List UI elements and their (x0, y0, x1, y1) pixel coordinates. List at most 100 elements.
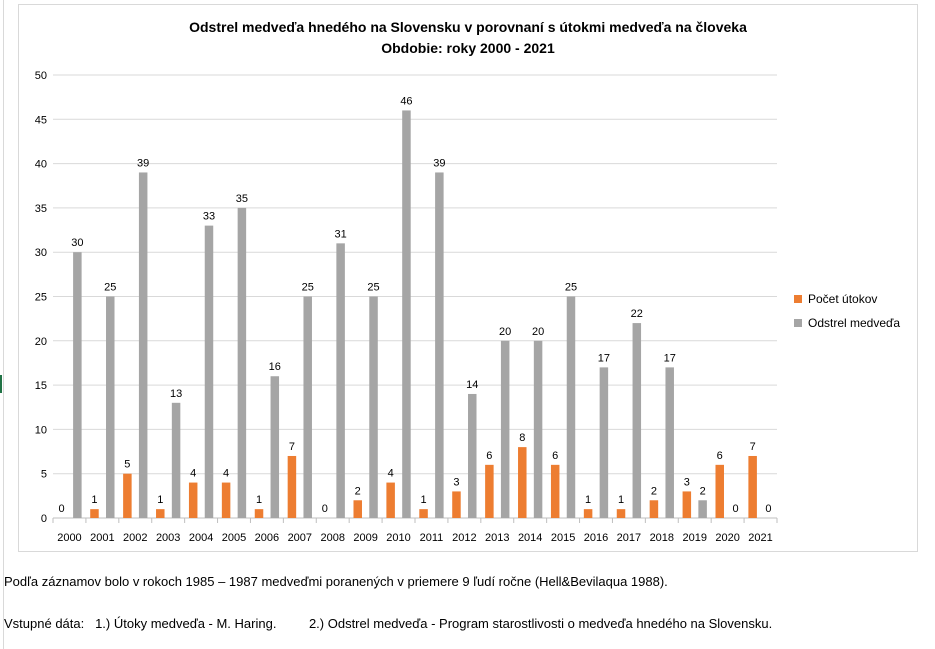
data-label: 16 (269, 361, 281, 373)
y-tick-label: 20 (35, 336, 47, 348)
x-tick-label: 2010 (386, 532, 410, 544)
x-tick-label: 2016 (584, 532, 608, 544)
input-data-note: Vstupné dáta: 1.) Útoky medveďa - M. Har… (4, 616, 773, 631)
x-tick-label: 2013 (485, 532, 509, 544)
y-tick-label: 5 (41, 469, 47, 481)
y-tick-label: 50 (35, 70, 47, 82)
x-tick-label: 2000 (57, 532, 81, 544)
data-label: 17 (598, 352, 610, 364)
x-tick-label: 2004 (189, 532, 213, 544)
x-tick-label: 2006 (255, 532, 279, 544)
x-tick-label: 2002 (123, 532, 147, 544)
y-tick-label: 0 (41, 513, 47, 525)
x-tick-label: 2012 (452, 532, 476, 544)
y-tick-label: 30 (35, 247, 47, 259)
data-label: 3 (684, 476, 690, 488)
source-note: Podľa záznamov bolo v rokoch 1985 – 1987… (4, 574, 668, 589)
data-label: 7 (750, 441, 756, 453)
data-label: 1 (157, 494, 163, 506)
data-label: 0 (322, 503, 328, 515)
y-tick-label: 35 (35, 203, 47, 215)
bar-attacks (649, 500, 659, 518)
data-label: 22 (631, 308, 643, 320)
bar-attacks (221, 482, 231, 518)
data-label: 25 (104, 282, 116, 294)
data-label: 4 (388, 468, 394, 480)
data-label: 1 (420, 494, 426, 506)
x-tick-label: 2005 (222, 532, 246, 544)
bar-culled (237, 207, 247, 518)
legend-item: Počet útokov (794, 287, 900, 311)
x-tick-label: 2003 (156, 532, 180, 544)
data-label: 4 (223, 468, 229, 480)
legend-label: Odstrel medveďa (808, 316, 901, 330)
data-label: 25 (565, 282, 577, 294)
data-label: 14 (466, 379, 478, 391)
bar-attacks (188, 482, 198, 518)
x-tick-label: 2008 (320, 532, 344, 544)
bar-attacks (123, 473, 132, 518)
data-label: 25 (367, 282, 379, 294)
bar-culled (665, 367, 674, 518)
bar-attacks (90, 509, 99, 518)
bar-culled (73, 252, 82, 518)
bar-attacks (616, 509, 626, 518)
data-label: 2 (355, 485, 361, 497)
bar-attacks (353, 500, 362, 518)
bar-culled (698, 500, 707, 518)
bar-attacks (254, 509, 264, 518)
bar-attacks (518, 447, 527, 518)
bar-attacks (682, 491, 692, 518)
data-label: 1 (256, 494, 262, 506)
data-label: 17 (664, 352, 676, 364)
y-tick-label: 10 (35, 424, 47, 436)
data-label: 39 (433, 157, 445, 169)
cell-selection-marker (0, 375, 2, 393)
data-label: 31 (335, 228, 347, 240)
bar-attacks (386, 482, 395, 518)
bar-culled (402, 110, 411, 518)
bar-attacks (419, 509, 428, 518)
data-label: 2 (700, 485, 706, 497)
legend-swatch (794, 319, 802, 327)
legend-swatch (794, 295, 802, 303)
legend-item: Odstrel medveďa (794, 311, 900, 335)
y-tick-label: 40 (35, 159, 47, 171)
bar-attacks (287, 455, 297, 518)
bar-culled (566, 296, 576, 518)
data-label: 30 (71, 237, 83, 249)
data-label: 1 (585, 494, 591, 506)
bar-culled (632, 323, 642, 518)
data-label: 20 (532, 326, 544, 338)
data-label: 7 (289, 441, 295, 453)
bar-culled (106, 296, 115, 518)
bar-culled (138, 172, 148, 518)
bar-culled (303, 296, 312, 518)
data-label: 0 (765, 503, 771, 515)
x-tick-label: 2020 (715, 532, 739, 544)
bar-attacks (583, 509, 593, 518)
bar-culled (500, 340, 510, 518)
bar-attacks (550, 464, 560, 518)
bar-culled (270, 376, 280, 518)
y-tick-label: 45 (35, 114, 47, 126)
chart-title: Odstrel medveďa hnedého na Slovensku v p… (19, 17, 917, 59)
bar-attacks (748, 455, 757, 518)
chart-area[interactable]: Odstrel medveďa hnedého na Slovensku v p… (18, 4, 918, 552)
x-tick-label: 2018 (650, 532, 674, 544)
bar-culled (533, 340, 543, 518)
bar-attacks (156, 509, 165, 518)
y-tick-label: 15 (35, 380, 47, 392)
data-label: 5 (124, 459, 130, 471)
bar-culled (468, 393, 477, 518)
x-tick-label: 2014 (518, 532, 542, 544)
bar-culled (336, 243, 345, 518)
data-label: 2 (651, 485, 657, 497)
bar-attacks (485, 464, 494, 518)
data-label: 8 (519, 432, 525, 444)
bar-culled (171, 402, 181, 518)
data-label: 0 (732, 503, 738, 515)
data-label: 6 (717, 450, 723, 462)
data-label: 0 (58, 503, 64, 515)
